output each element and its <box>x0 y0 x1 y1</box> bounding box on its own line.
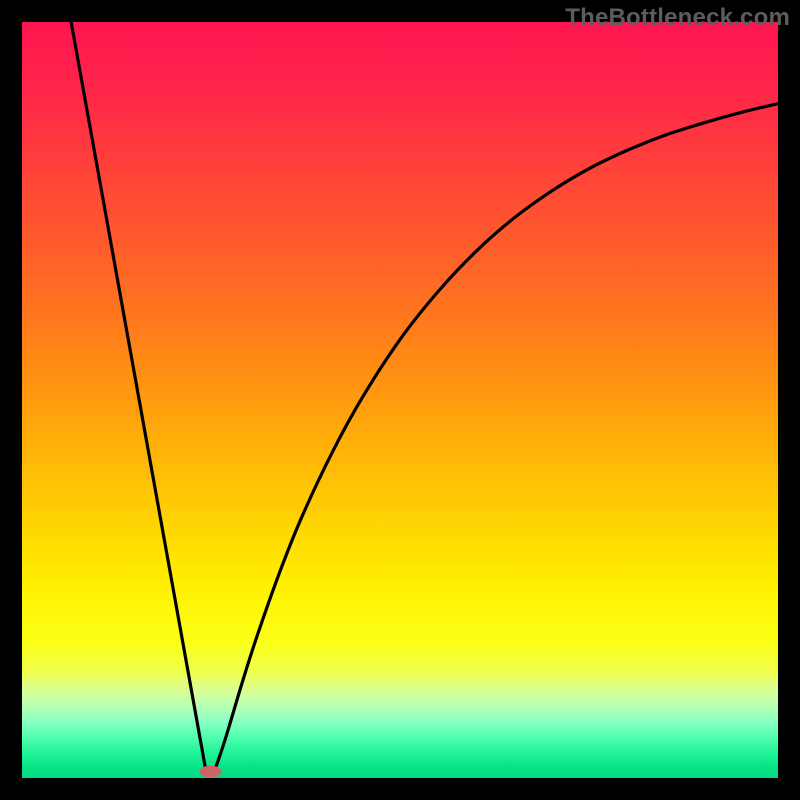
watermark-label: TheBottleneck.com <box>565 4 790 32</box>
min-point-marker <box>200 766 222 778</box>
chart-container: TheBottleneck.com <box>0 0 800 800</box>
chart-svg <box>0 0 800 800</box>
